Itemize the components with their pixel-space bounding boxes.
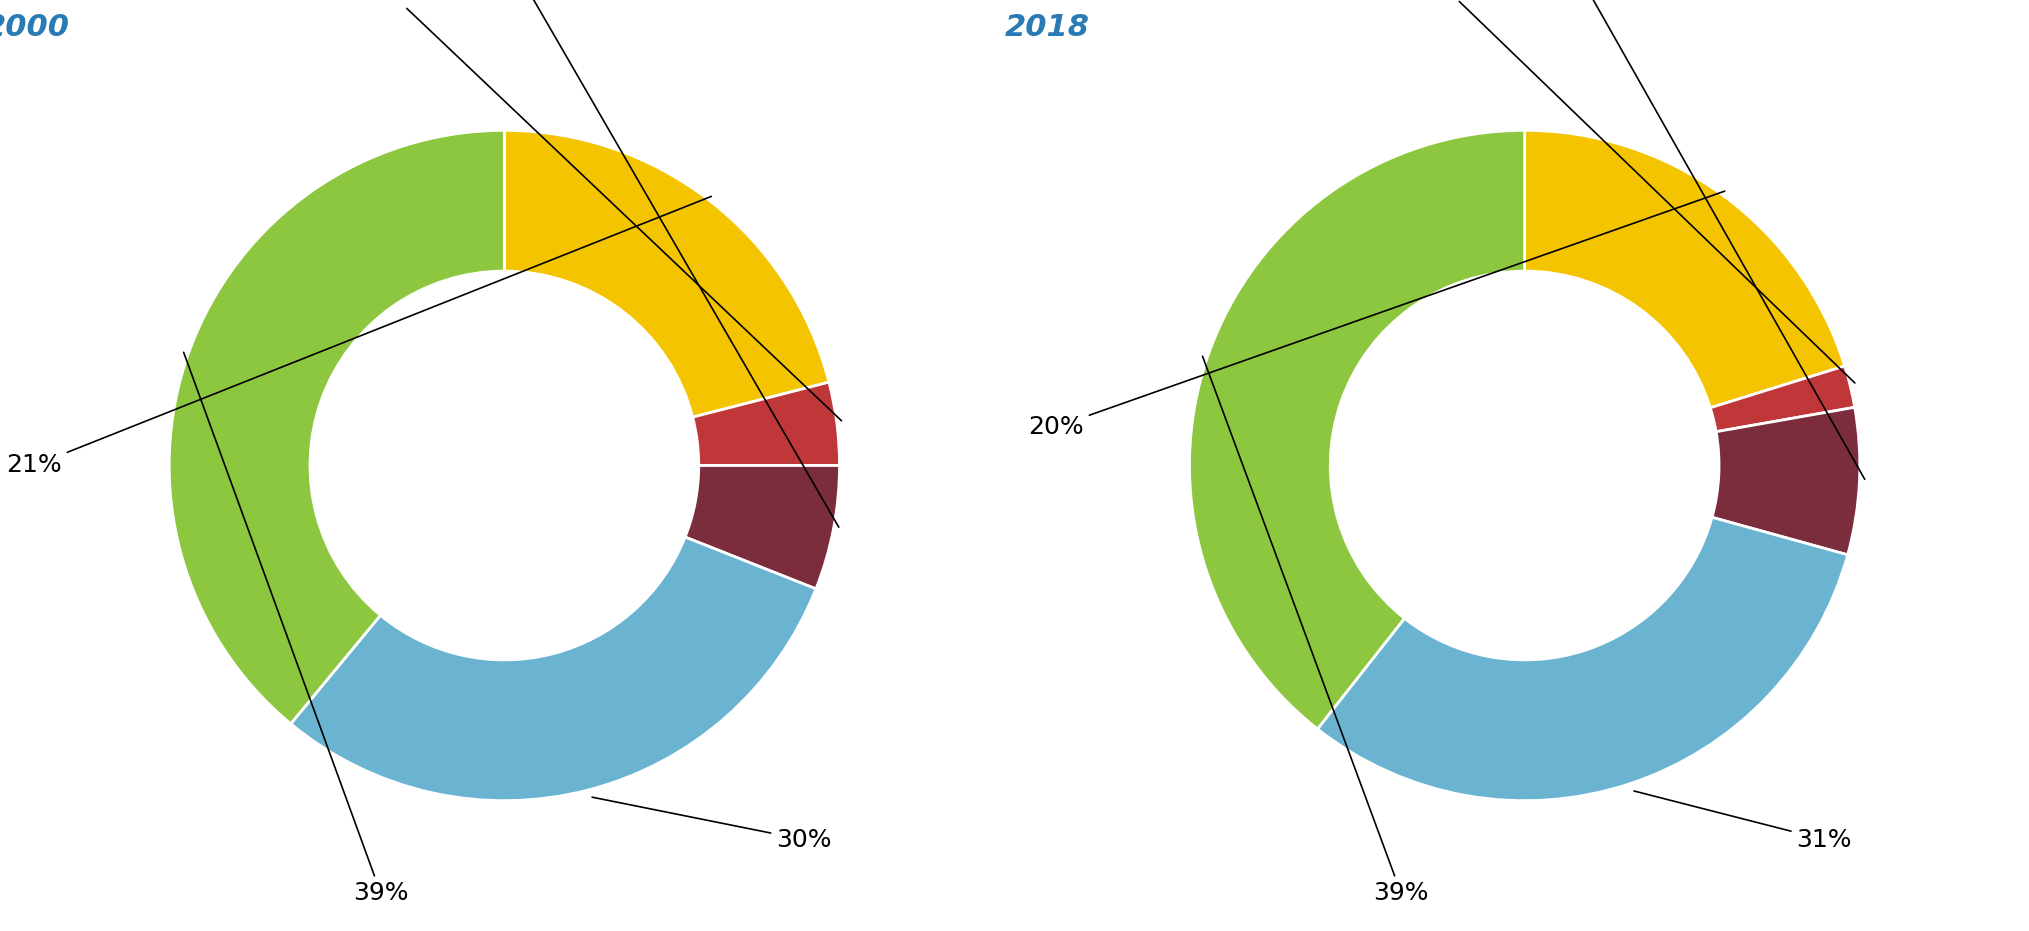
Wedge shape [692,382,840,466]
Text: 4%: 4% [369,0,842,421]
Text: 2018: 2018 [1004,13,1090,42]
Text: 20%: 20% [1029,191,1725,439]
Wedge shape [1712,407,1861,555]
Wedge shape [505,130,830,417]
Wedge shape [168,130,505,723]
Text: 2%: 2% [1422,0,1855,383]
Text: 7%: 7% [1562,0,1865,479]
Wedge shape [1189,130,1524,729]
Text: 39%: 39% [185,352,408,905]
Text: 30%: 30% [592,797,832,852]
Text: 2000: 2000 [0,13,69,42]
Wedge shape [1317,518,1848,801]
Text: 31%: 31% [1633,791,1852,852]
Wedge shape [1710,366,1855,432]
Text: 21%: 21% [6,196,712,478]
Text: 6%: 6% [501,0,838,527]
Wedge shape [1524,130,1844,408]
Wedge shape [686,466,840,589]
Text: 39%: 39% [1203,357,1428,905]
Wedge shape [290,537,816,801]
